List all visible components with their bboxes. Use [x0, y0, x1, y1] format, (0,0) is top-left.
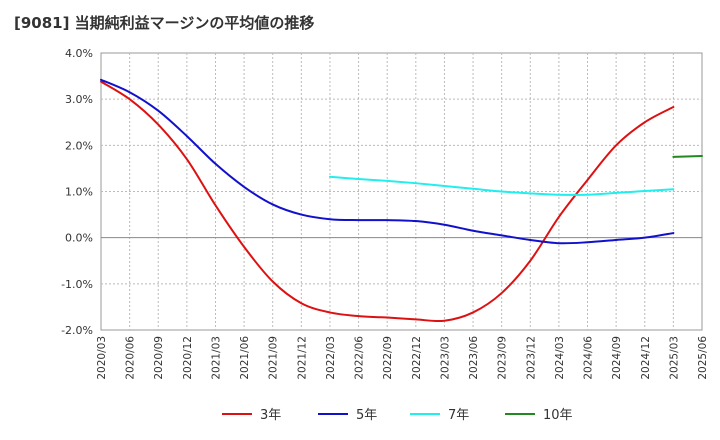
x-tick-label: 2024/06 — [583, 336, 595, 380]
x-tick-label: 2021/03 — [210, 336, 222, 380]
x-tick-label: 2021/06 — [239, 336, 251, 380]
x-tick-label: 2023/12 — [525, 336, 537, 380]
y-tick-label: 1.0% — [65, 186, 93, 199]
x-tick-label: 2021/09 — [268, 336, 280, 380]
y-tick-label: 2.0% — [65, 139, 93, 152]
x-tick-label: 2020/09 — [153, 336, 165, 380]
legend: 3年 5年 7年 10年 — [222, 408, 573, 423]
y-tick-label: 4.0% — [65, 47, 93, 60]
x-tick-label: 2022/09 — [382, 336, 394, 380]
legend-label: 10年 — [543, 408, 573, 423]
x-tick-label: 2023/09 — [497, 336, 509, 380]
x-tick-label: 2025/06 — [697, 336, 709, 380]
x-tick-label: 2023/06 — [468, 336, 480, 380]
x-axis-ticks: 2020/03 2020/06 2020/09 2020/12 2021/03 2021/… — [96, 336, 709, 380]
x-tick-label: 2022/06 — [354, 336, 366, 380]
y-tick-label: 0.0% — [65, 232, 93, 245]
series-lines — [100, 78, 703, 323]
legend-label: 3年 — [260, 408, 281, 423]
series-line-2 — [100, 78, 675, 245]
legend-label: 7年 — [448, 408, 469, 423]
x-tick-label: 2025/03 — [668, 336, 680, 380]
grid-lines — [101, 53, 702, 330]
x-tick-label: 2022/12 — [411, 336, 423, 380]
x-tick-label: 2024/03 — [554, 336, 566, 380]
y-tick-label: -2.0% — [61, 324, 93, 337]
x-tick-label: 2023/03 — [439, 336, 451, 380]
x-tick-label: 2020/06 — [125, 336, 137, 380]
series-line-1 — [100, 80, 675, 323]
x-tick-label: 2024/09 — [611, 336, 623, 380]
y-axis-ticks: 4.0% 3.0% 2.0% 1.0% 0.0% -1.0% -2.0% — [61, 47, 93, 337]
legend-label: 5年 — [356, 408, 377, 423]
chart-title: [9081] 当期純利益マージンの平均値の推移 — [14, 14, 315, 32]
y-tick-label: -1.0% — [61, 278, 93, 291]
series-line-3 — [328, 175, 675, 196]
y-tick-label: 3.0% — [65, 93, 93, 106]
x-tick-label: 2020/12 — [182, 336, 194, 380]
x-tick-label: 2020/03 — [96, 336, 108, 380]
x-tick-label: 2022/03 — [325, 336, 337, 380]
x-tick-label: 2024/12 — [640, 336, 652, 380]
x-tick-label: 2021/12 — [296, 336, 308, 380]
series-line-4 — [672, 154, 703, 158]
